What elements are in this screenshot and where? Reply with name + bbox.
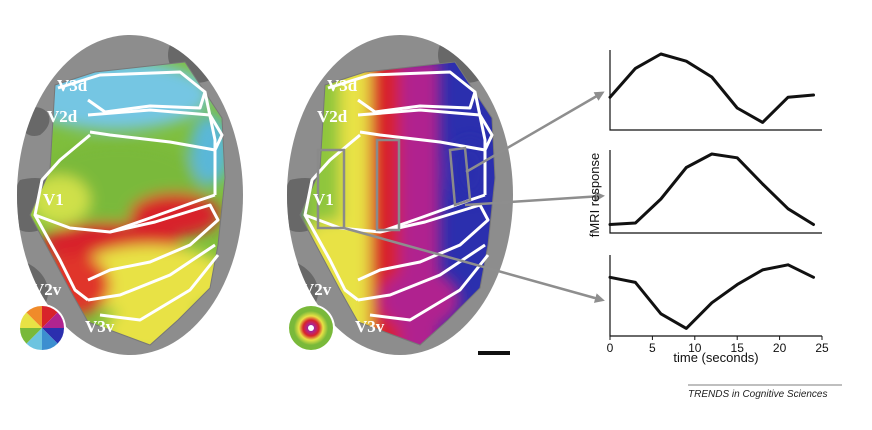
plot-3-point <box>608 276 612 279</box>
label-v2v: V2v <box>32 280 62 299</box>
label-v2d: V2d <box>47 107 78 126</box>
x-tick-label: 10 <box>688 341 702 355</box>
time-course-plots: fMRI response time (seconds) 0 5 10 15 20 25 <box>587 50 829 365</box>
plot-1-point <box>685 60 688 63</box>
plot-2-trace <box>608 152 815 226</box>
polar-angle-color-key <box>18 304 66 352</box>
plot-2-point <box>761 182 764 186</box>
plot-2-point <box>659 197 663 201</box>
plot-1-point <box>761 121 764 124</box>
plot-3-point <box>634 281 637 284</box>
x-tick-label: 15 <box>731 341 745 355</box>
arrow-to-top-plot <box>465 91 605 174</box>
plot-1-point <box>608 96 612 99</box>
eccentricity-map: V3d V2d V1 V2v V3v <box>287 35 513 355</box>
credit-text: TRENDS in Cognitive Sciences <box>688 389 828 400</box>
label-v3d: V3d <box>57 76 88 95</box>
roi-boxes <box>316 138 472 232</box>
plot-3-point <box>710 301 713 304</box>
arrow-to-bottom-plot <box>343 226 605 303</box>
plot-1-point <box>659 52 663 56</box>
plot-1-point <box>812 93 815 97</box>
scale-bar <box>478 351 510 355</box>
roi-arrows <box>343 91 605 303</box>
label-v2d-right: V2d <box>317 107 348 126</box>
plot-1-point <box>634 67 637 70</box>
plot-3-point <box>659 312 663 315</box>
polar-angle-map: V3d V2d V1 V2v V3v <box>17 35 243 355</box>
x-tick-label: 20 <box>773 341 787 355</box>
label-v3d-right: V3d <box>327 76 358 95</box>
roi-box-foveal <box>316 148 346 230</box>
label-v3v-right: V3v <box>355 317 385 336</box>
plot-3-point <box>786 263 790 266</box>
label-v1: V1 <box>43 190 64 209</box>
y-axis-label: fMRI response <box>587 153 602 238</box>
plot-1-point <box>786 96 790 99</box>
plot-2-point <box>736 156 739 159</box>
x-tick-label: 5 <box>649 341 656 355</box>
label-v2v-right: V2v <box>302 280 332 299</box>
plot-1-point <box>736 106 739 110</box>
plot-2-point <box>786 207 790 210</box>
plot-2-point <box>634 221 637 225</box>
plot-3-point <box>685 327 688 330</box>
plot-1-point <box>710 75 713 79</box>
plot-2-point <box>608 223 612 226</box>
plot-1-trace <box>608 52 815 124</box>
plot-2-point <box>685 166 688 169</box>
label-v1-right: V1 <box>313 190 334 209</box>
plot-2-point <box>710 152 713 156</box>
plot-3-trace <box>608 263 815 330</box>
area-boundaries <box>33 70 224 322</box>
arrow-to-middle-plot <box>464 191 605 207</box>
plot-2-axes <box>609 150 822 234</box>
eccentricity-color-key <box>287 304 335 352</box>
plot-3-point <box>812 276 815 279</box>
x-axis-label: time (seconds) <box>673 350 758 365</box>
roi-box-peripheral <box>448 146 472 207</box>
plot-1-axes <box>609 50 822 131</box>
x-tick-label: 25 <box>815 341 829 355</box>
plot-3-point <box>736 283 739 286</box>
label-v3v: V3v <box>85 317 115 336</box>
x-tick-label: 0 <box>607 341 614 355</box>
roi-box-middle <box>375 138 401 232</box>
plot-2-point <box>812 223 815 226</box>
plot-3-point <box>761 268 764 272</box>
